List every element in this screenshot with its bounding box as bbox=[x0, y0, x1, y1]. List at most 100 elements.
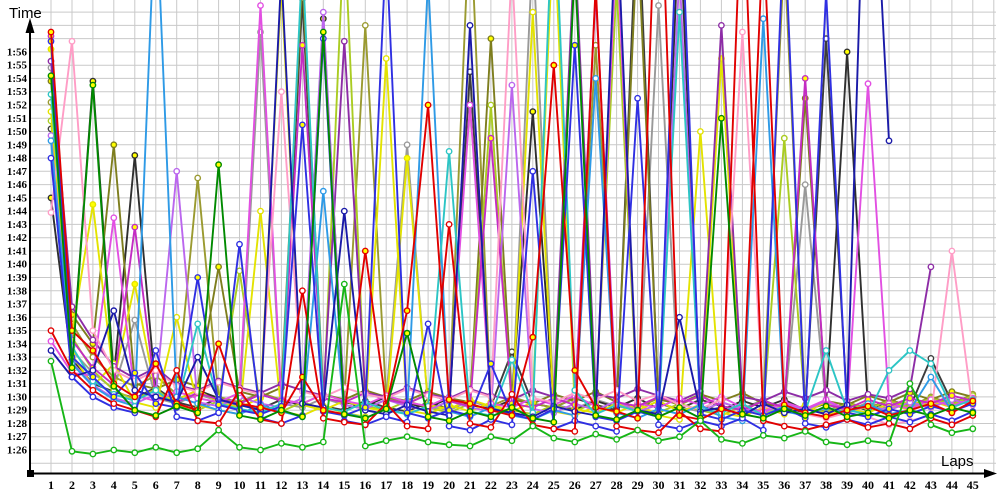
data-point-marker bbox=[508, 421, 516, 429]
data-point-marker bbox=[676, 433, 683, 441]
data-point-marker bbox=[529, 414, 537, 422]
data-point-marker bbox=[382, 405, 390, 413]
data-point-marker bbox=[361, 414, 369, 422]
data-point-marker bbox=[676, 8, 683, 16]
data-point-marker bbox=[885, 366, 893, 374]
data-point-marker bbox=[173, 402, 181, 410]
data-point-marker bbox=[487, 35, 495, 42]
data-point-marker bbox=[445, 417, 453, 425]
x-tick-label: 15 bbox=[338, 478, 350, 492]
data-point-marker bbox=[68, 37, 76, 45]
x-tick-label: 37 bbox=[799, 478, 811, 492]
data-point-marker bbox=[361, 21, 369, 29]
x-tick-label: 34 bbox=[736, 478, 748, 492]
data-point-marker bbox=[655, 429, 662, 437]
data-point-marker bbox=[47, 28, 55, 36]
x-tick-label: 6 bbox=[153, 478, 159, 492]
data-point-marker bbox=[47, 132, 55, 139]
data-point-marker bbox=[801, 75, 809, 82]
data-point-marker bbox=[361, 247, 369, 255]
data-point-marker bbox=[718, 435, 725, 443]
data-point-marker bbox=[47, 347, 55, 354]
x-tick-label: 18 bbox=[401, 478, 413, 492]
data-point-marker bbox=[550, 425, 558, 433]
data-point-marker bbox=[613, 435, 620, 443]
x-tick-label: 45 bbox=[967, 478, 979, 492]
data-point-marker bbox=[529, 167, 537, 175]
data-point-marker bbox=[89, 373, 97, 381]
data-point-marker bbox=[89, 81, 97, 89]
data-point-marker bbox=[89, 347, 97, 354]
data-point-marker bbox=[655, 413, 662, 421]
data-point-marker bbox=[68, 364, 76, 372]
data-point-marker bbox=[508, 356, 516, 364]
data-point-marker bbox=[89, 450, 97, 458]
data-point-marker bbox=[382, 413, 390, 421]
data-point-marker bbox=[529, 8, 537, 16]
data-point-marker bbox=[634, 406, 641, 414]
data-point-marker bbox=[257, 207, 264, 215]
x-tick-label: 5 bbox=[132, 478, 138, 492]
x-tick-label: 29 bbox=[632, 478, 644, 492]
data-point-marker bbox=[927, 373, 935, 381]
data-point-marker bbox=[718, 405, 725, 413]
data-point-marker bbox=[466, 408, 474, 415]
x-tick-label: 40 bbox=[862, 478, 874, 492]
data-point-marker bbox=[319, 8, 327, 16]
data-point-marker bbox=[550, 61, 558, 69]
data-point-marker bbox=[780, 422, 788, 430]
x-tick-label: 16 bbox=[359, 478, 371, 492]
data-point-marker bbox=[822, 402, 830, 410]
data-point-marker bbox=[948, 421, 956, 429]
axes bbox=[25, 18, 997, 478]
data-point-marker bbox=[173, 366, 181, 374]
data-point-marker bbox=[843, 48, 851, 56]
data-point-marker bbox=[508, 404, 516, 411]
data-point-marker bbox=[47, 154, 55, 162]
data-point-marker bbox=[487, 134, 495, 142]
data-point-marker bbox=[131, 316, 139, 324]
data-point-marker bbox=[508, 390, 516, 398]
x-tick-label: 38 bbox=[820, 478, 832, 492]
data-point-marker bbox=[969, 425, 977, 433]
data-point-marker bbox=[508, 412, 516, 419]
data-point-marker bbox=[822, 347, 830, 354]
data-point-marker bbox=[697, 417, 704, 425]
data-point-marker bbox=[864, 402, 872, 410]
data-point-marker bbox=[131, 369, 139, 377]
data-point-marker bbox=[529, 422, 537, 430]
y-tick-label: 1:33 bbox=[7, 352, 28, 364]
data-point-marker bbox=[969, 409, 977, 417]
y-tick-label: 1:28 bbox=[7, 418, 28, 430]
x-tick-label: 7 bbox=[174, 478, 180, 492]
data-point-marker bbox=[215, 378, 223, 386]
data-point-marker bbox=[215, 420, 223, 427]
x-tick-label: 4 bbox=[111, 478, 117, 492]
data-point-marker bbox=[843, 413, 851, 421]
x-tick-label: 11 bbox=[255, 478, 266, 492]
data-point-marker bbox=[89, 327, 97, 334]
axis-origin-marker bbox=[27, 470, 34, 477]
data-point-marker bbox=[906, 380, 914, 387]
data-point-marker bbox=[236, 412, 243, 419]
data-point-marker bbox=[194, 417, 202, 425]
data-point-marker bbox=[47, 72, 55, 80]
data-point-marker bbox=[927, 412, 935, 419]
data-point-marker bbox=[487, 406, 495, 414]
data-point-marker bbox=[676, 425, 683, 433]
x-tick-label: 35 bbox=[757, 478, 769, 492]
data-point-marker bbox=[403, 307, 411, 315]
data-point-marker bbox=[131, 406, 139, 414]
data-point-marker bbox=[487, 433, 495, 441]
data-point-marker bbox=[403, 422, 411, 430]
data-point-marker bbox=[613, 416, 620, 423]
data-point-marker bbox=[592, 412, 600, 419]
data-point-marker bbox=[68, 447, 76, 455]
data-point-marker bbox=[89, 366, 97, 374]
data-point-marker bbox=[382, 437, 390, 445]
data-point-marker bbox=[864, 423, 872, 431]
y-tick-label: 1:52 bbox=[7, 100, 28, 112]
y-tick-label: 1:40 bbox=[7, 259, 28, 271]
data-point-marker bbox=[487, 423, 495, 431]
